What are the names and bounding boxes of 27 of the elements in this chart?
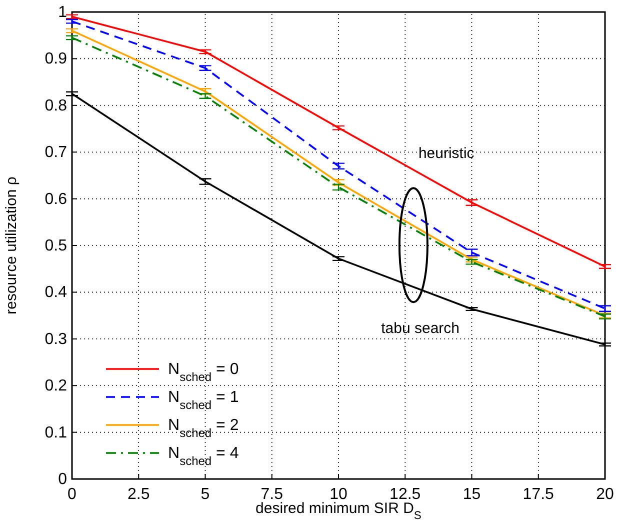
- y-tick-label: 0.1: [44, 424, 68, 442]
- annotation: tabu search: [381, 320, 460, 338]
- x-tick-label: 20: [596, 486, 614, 503]
- x-tick-label: 7.5: [260, 486, 284, 503]
- x-tick-label: 12.5: [390, 486, 421, 503]
- y-tick-label: 1: [58, 4, 68, 21]
- y-tick-label: 0.5: [44, 238, 68, 254]
- x-tick-label: 5: [200, 486, 210, 503]
- annotation: heuristic: [418, 145, 475, 162]
- y-tick-label: 0.2: [44, 378, 68, 395]
- y-tick-label: 0.3: [44, 330, 68, 348]
- legend-label: N$_{sched}$ = 2: [168, 417, 239, 440]
- x-tick-label: 2.5: [128, 486, 150, 503]
- y-tick-label: 0.4: [44, 284, 68, 302]
- y-tick-label: 0.6: [44, 190, 68, 208]
- x-axis-title: desired minimum SIR D$_{S}$: [256, 500, 422, 522]
- y-axis-title: resource utilization ρ: [3, 176, 20, 314]
- y-tick-label: 0.8: [44, 97, 68, 114]
- x-tick-label: 15: [462, 486, 481, 503]
- legend-label: N$_{sched}$ = 1: [168, 389, 239, 412]
- y-tick-label: 0.7: [44, 144, 68, 162]
- x-tick-label: 10: [330, 486, 348, 503]
- legend-label: N$_{sched}$ = 4: [168, 445, 239, 468]
- x-tick-label: 17.5: [522, 486, 554, 503]
- legend-label: N$_{sched}$ = 0: [168, 361, 239, 384]
- y-tick-label: 0.9: [44, 50, 68, 68]
- y-tick-label: 0: [58, 471, 68, 488]
